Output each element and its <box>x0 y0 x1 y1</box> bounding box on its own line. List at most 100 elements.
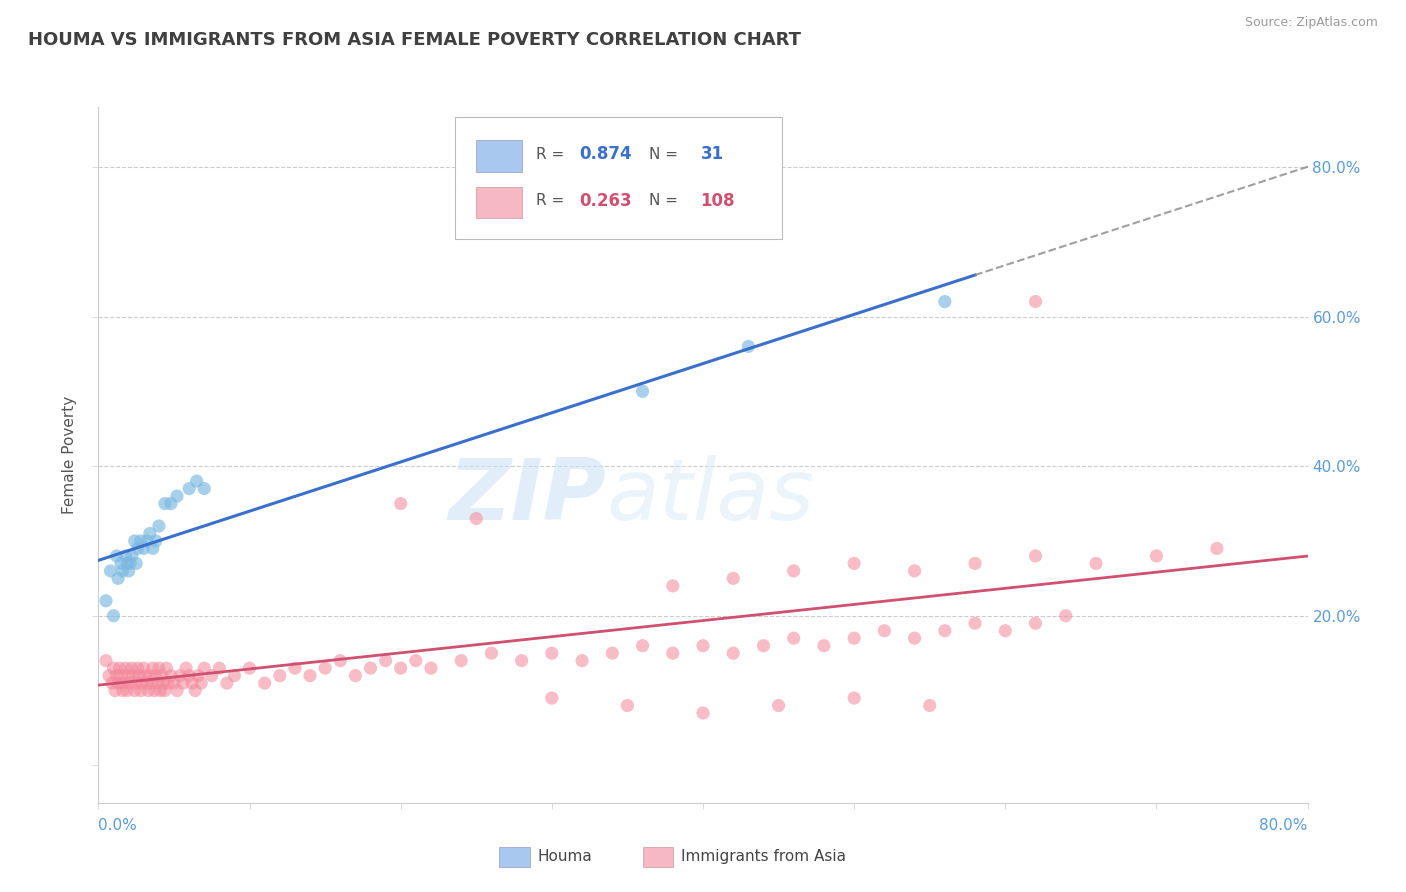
Point <box>121 661 143 675</box>
Point <box>540 691 562 706</box>
Point <box>616 698 638 713</box>
Point <box>692 706 714 720</box>
Point <box>150 668 173 682</box>
Text: atlas: atlas <box>606 455 814 538</box>
Point <box>148 519 170 533</box>
Point <box>139 526 162 541</box>
Text: 31: 31 <box>700 145 724 163</box>
Point <box>329 654 352 668</box>
Text: ZIP: ZIP <box>449 455 606 538</box>
Point <box>149 683 172 698</box>
Text: HOUMA VS IMMIGRANTS FROM ASIA FEMALE POVERTY CORRELATION CHART: HOUMA VS IMMIGRANTS FROM ASIA FEMALE POV… <box>28 31 801 49</box>
Point <box>135 533 157 548</box>
Point <box>152 676 174 690</box>
Point <box>193 482 215 496</box>
Point <box>115 557 138 571</box>
Point <box>108 661 131 675</box>
Text: N =: N = <box>648 194 678 209</box>
Point <box>131 676 153 690</box>
Point <box>129 533 152 548</box>
Point <box>142 541 165 556</box>
Point <box>360 661 382 675</box>
Point <box>224 668 246 682</box>
Point <box>111 564 134 578</box>
Point <box>118 668 141 682</box>
Text: 0.0%: 0.0% <box>98 818 138 832</box>
Point <box>314 661 336 675</box>
Point <box>148 661 170 675</box>
Text: Immigrants from Asia: Immigrants from Asia <box>681 849 845 863</box>
Point <box>904 564 927 578</box>
Point <box>139 668 162 682</box>
Text: R =: R = <box>536 194 569 209</box>
Point <box>662 646 685 660</box>
Point <box>662 579 685 593</box>
Point <box>190 676 212 690</box>
Point <box>723 646 745 660</box>
Point <box>389 497 412 511</box>
FancyBboxPatch shape <box>475 187 522 219</box>
Point <box>121 549 143 563</box>
Point <box>141 676 163 690</box>
Point <box>103 608 125 623</box>
Point <box>98 668 121 682</box>
Point <box>135 676 157 690</box>
Point <box>104 683 127 698</box>
Point <box>103 661 125 675</box>
Point <box>184 683 207 698</box>
Point <box>166 489 188 503</box>
Point <box>169 668 191 682</box>
Point <box>193 661 215 675</box>
Text: 0.263: 0.263 <box>579 192 633 210</box>
Point <box>145 668 167 682</box>
Point <box>934 294 956 309</box>
Point <box>172 676 194 690</box>
Point <box>201 668 224 682</box>
Point <box>873 624 896 638</box>
Point <box>105 668 128 682</box>
Point <box>571 654 593 668</box>
Point <box>124 683 146 698</box>
Point <box>813 639 835 653</box>
Point <box>163 676 186 690</box>
Point <box>934 624 956 638</box>
Point <box>1024 294 1046 309</box>
Text: 0.874: 0.874 <box>579 145 633 163</box>
Point <box>160 497 183 511</box>
Point <box>450 654 472 668</box>
Point <box>107 676 129 690</box>
Text: Houma: Houma <box>537 849 592 863</box>
Point <box>132 541 155 556</box>
Point <box>100 564 122 578</box>
FancyBboxPatch shape <box>456 118 782 239</box>
Text: N =: N = <box>648 147 678 161</box>
Point <box>125 676 148 690</box>
Point <box>783 631 806 645</box>
Point <box>752 639 775 653</box>
Point <box>208 661 231 675</box>
Point <box>844 557 866 571</box>
Point <box>737 339 759 353</box>
Point <box>510 654 533 668</box>
Text: 108: 108 <box>700 192 735 210</box>
Point <box>723 571 745 585</box>
Point <box>904 631 927 645</box>
Point <box>179 482 201 496</box>
Point <box>389 661 412 675</box>
Point <box>134 668 156 682</box>
Point <box>481 646 503 660</box>
Point <box>1144 549 1167 563</box>
Point <box>405 654 427 668</box>
Point <box>768 698 790 713</box>
Point <box>132 661 155 675</box>
Point <box>110 557 132 571</box>
Point <box>631 639 654 653</box>
Text: R =: R = <box>536 147 569 161</box>
Point <box>994 624 1017 638</box>
Point <box>1206 541 1229 556</box>
Point <box>186 474 208 488</box>
Point <box>965 557 987 571</box>
Point <box>160 668 183 682</box>
Point <box>374 654 396 668</box>
Point <box>1024 549 1046 563</box>
